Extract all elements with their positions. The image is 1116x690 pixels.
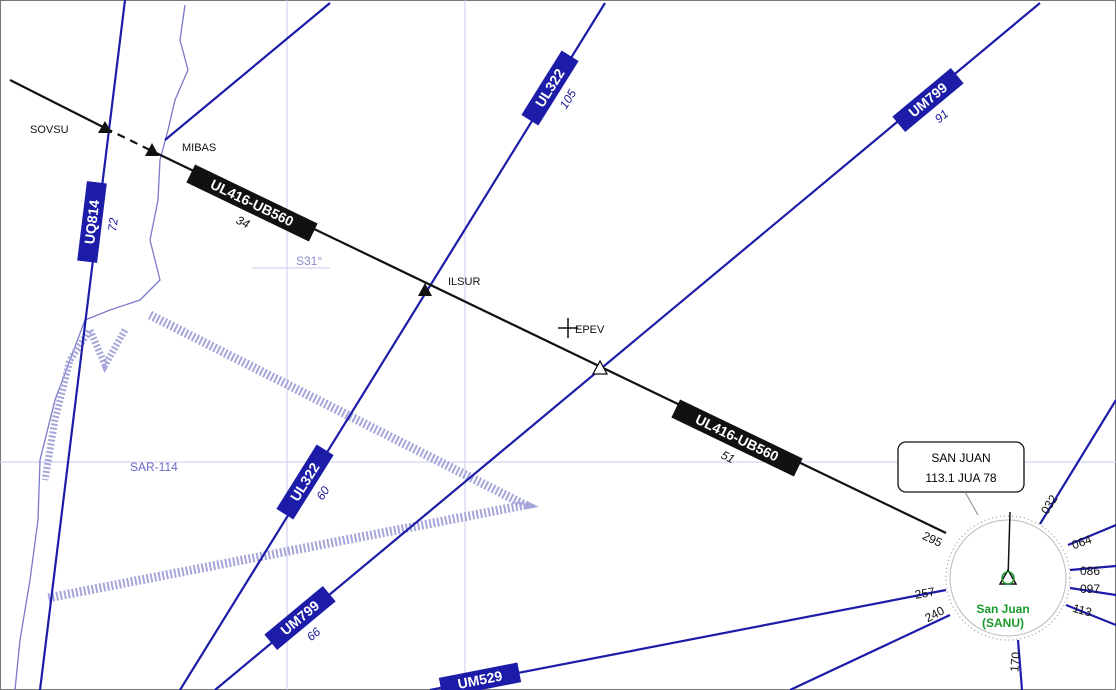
navaid-frequency: 113.1 JUA 78 [925, 471, 996, 485]
airway-name: UQ814 [81, 199, 102, 245]
area-label: SAR-114 [130, 460, 178, 474]
grid-label: S31° [296, 254, 322, 268]
navaid-name: SAN JUAN [931, 451, 990, 465]
waypoint-label: ILSUR [448, 276, 480, 288]
waypoint-label: MIBAS [182, 142, 216, 154]
airway-box: UQ814 72 [77, 181, 121, 263]
waypoint-markers [98, 121, 609, 375]
airport-name: San Juan [976, 602, 1029, 616]
radial-label: 064 [1070, 532, 1094, 552]
coastline [14, 4, 189, 690]
coast-hatch [41, 322, 129, 481]
radial-label: 086 [1080, 564, 1100, 578]
radial-label: 097 [1080, 582, 1100, 596]
airport-code: (SANU) [982, 616, 1024, 630]
compass-rose: San Juan (SANU) [945, 511, 1071, 641]
radial-label: 257 [914, 584, 936, 601]
waypoint-label: EPEV [575, 324, 605, 336]
waypoint-label: SOVSU [30, 124, 69, 136]
airway-box: UM529 [438, 662, 522, 690]
airway-distance: 51 [719, 448, 737, 466]
airway-distance: 34 [234, 213, 252, 232]
airway-name: UM529 [456, 668, 504, 690]
sar-boundary [47, 310, 539, 603]
radial-label: 170 [1007, 651, 1023, 672]
airway-distance: 72 [105, 217, 121, 232]
radial-label: 113 [1071, 601, 1093, 620]
navaid-callout: SAN JUAN 113.1 JUA 78 [897, 441, 1025, 516]
